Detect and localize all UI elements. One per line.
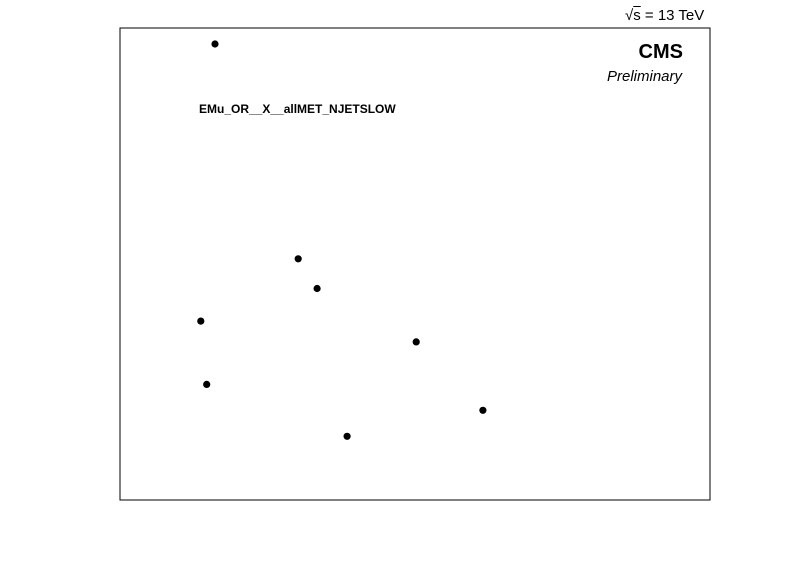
sqrt-symbol: √ <box>625 7 634 24</box>
data-point-8 <box>343 432 351 440</box>
data-point-5 <box>412 338 420 346</box>
experiment-label: CMS <box>638 41 683 63</box>
data-points <box>197 40 487 440</box>
plot-frame <box>119 27 711 501</box>
data-point-7 <box>479 406 487 414</box>
status-label: Preliminary <box>606 68 682 85</box>
energy-variable: s <box>633 7 641 24</box>
region-label: EMu_OR__X__allMET_NJETSLOW <box>199 102 396 116</box>
data-point-3 <box>313 284 321 293</box>
data-point-1 <box>211 40 219 48</box>
data-point-2 <box>294 255 302 263</box>
energy-label: √s = 13 TeV <box>625 7 704 25</box>
energy-value: = 13 TeV <box>640 7 705 24</box>
data-point-6 <box>203 380 211 388</box>
data-point-4 <box>197 317 205 325</box>
